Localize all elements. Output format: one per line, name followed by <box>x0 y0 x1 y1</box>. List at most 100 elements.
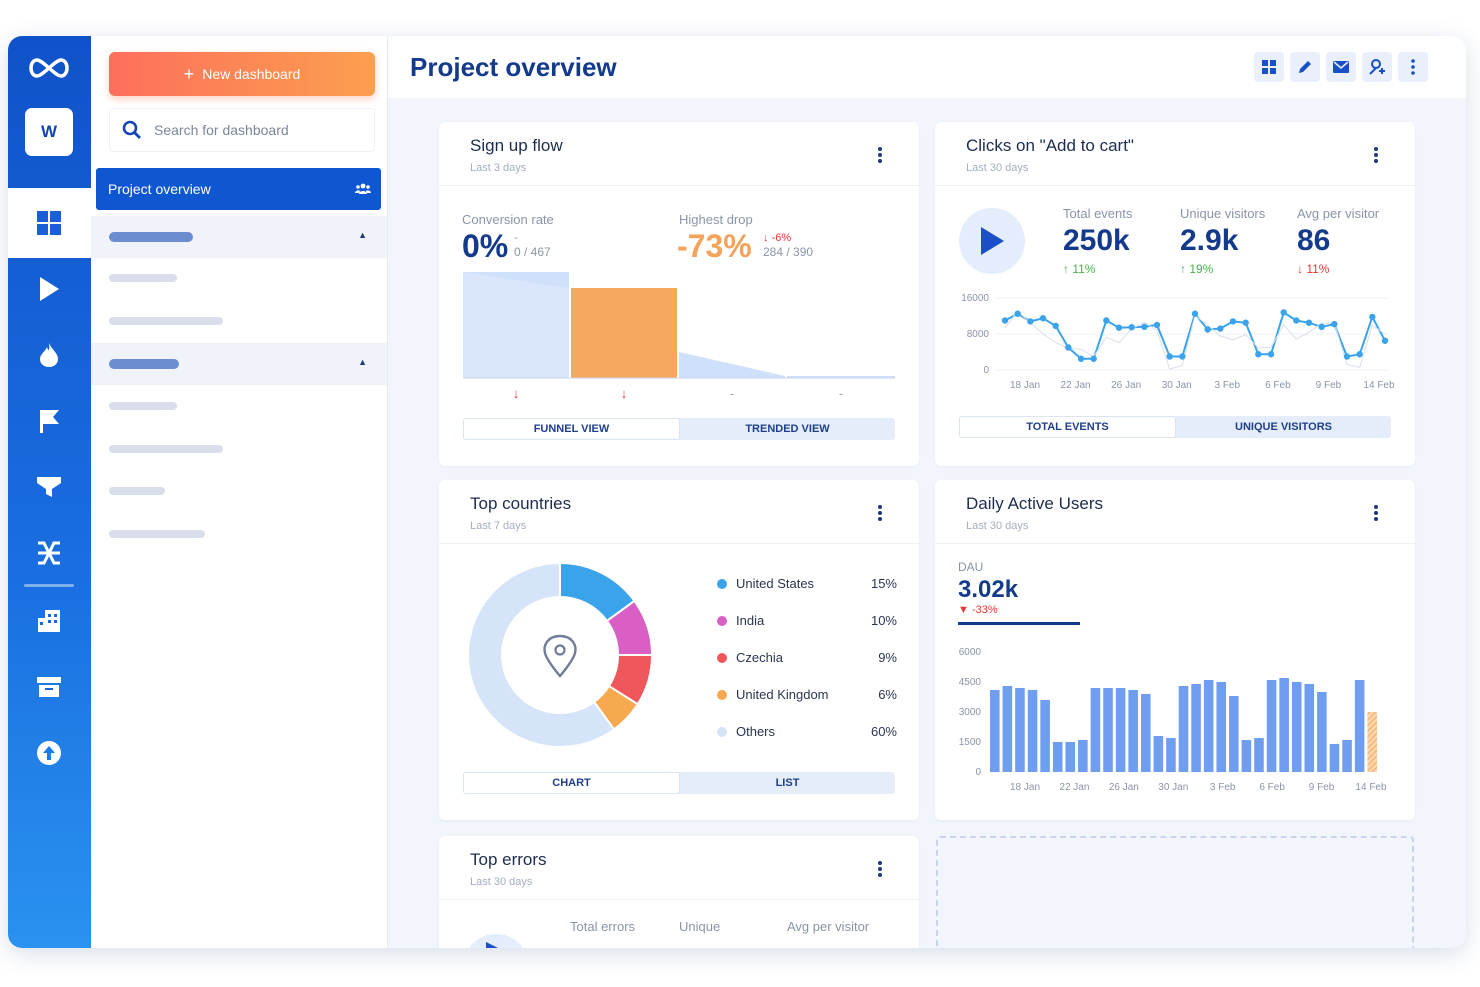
x-tick-label: 3 Feb <box>1214 380 1240 391</box>
tab-total-events[interactable]: TOTAL EVENTS <box>959 416 1176 438</box>
tab-trended-view[interactable]: TRENDED VIEW <box>745 423 830 435</box>
sidebar-group-1[interactable]: ▲ <box>91 216 387 258</box>
legend-country-pct: 15% <box>870 576 897 591</box>
y-tick-label: 0 <box>983 365 989 376</box>
play-recording-button[interactable] <box>959 208 1025 274</box>
signup-flow-card: Sign up flow Last 3 days Conversion rate… <box>439 122 919 466</box>
top-bar: Project overview <box>388 36 1466 98</box>
conversion-value: 0% <box>462 228 509 264</box>
avg-per-visitor-delta: ↓ 11% <box>1297 262 1330 276</box>
funnel-step-4 <box>787 376 895 378</box>
x-tick-label: 18 Jan <box>1010 380 1040 391</box>
legend-item[interactable]: United States 15% <box>717 576 897 591</box>
countries-view-toggle: CHART LIST <box>463 772 895 794</box>
layout-button[interactable] <box>1254 52 1284 82</box>
tab-list[interactable]: LIST <box>775 777 800 789</box>
flame-icon <box>40 343 58 367</box>
new-dashboard-label: New dashboard <box>202 66 301 82</box>
tab-unique-visitors[interactable]: UNIQUE VISITORS <box>1235 421 1332 433</box>
legend-item[interactable]: India 10% <box>717 613 897 628</box>
sidebar-group-2[interactable]: ▲ <box>91 343 387 385</box>
rail-item-reports[interactable] <box>34 606 64 636</box>
card-menu-icon[interactable] <box>1373 146 1379 164</box>
more-button[interactable] <box>1398 52 1428 82</box>
placeholder-bar <box>109 359 179 369</box>
clicks-metric-toggle: TOTAL EVENTS UNIQUE VISITORS <box>959 416 1391 438</box>
dau-bar <box>1266 680 1277 772</box>
x-tick-label: 22 Jan <box>1061 380 1091 391</box>
donut-slice <box>467 561 616 748</box>
data-point <box>1014 310 1021 317</box>
edit-button[interactable] <box>1290 52 1320 82</box>
icon-rail: W <box>8 36 91 948</box>
dau-bar <box>1027 690 1038 772</box>
card-subtitle: Last 7 days <box>470 520 527 532</box>
rail-item-upload[interactable] <box>34 738 64 768</box>
y-tick-label: 4500 <box>959 677 982 688</box>
sidebar-item-project-overview[interactable]: Project overview <box>96 168 381 210</box>
card-header: Daily Active Users Last 30 days <box>935 480 1415 544</box>
placeholder-bar <box>109 317 223 325</box>
dau-bar <box>1354 680 1365 772</box>
unique-visitors-value: 2.9k <box>1180 224 1239 257</box>
dau-bar <box>1115 688 1126 772</box>
data-point <box>1280 309 1287 316</box>
card-menu-icon[interactable] <box>877 504 883 522</box>
rail-item-sessions[interactable] <box>34 274 64 304</box>
card-menu-icon[interactable] <box>1373 504 1379 522</box>
new-dashboard-button[interactable]: + New dashboard <box>109 52 375 96</box>
rail-item-journeys[interactable] <box>34 538 64 568</box>
data-point <box>1077 355 1085 362</box>
rail-item-events[interactable] <box>34 406 64 436</box>
legend-country-pct: 6% <box>878 687 897 702</box>
rail-divider <box>24 584 74 587</box>
errors-play-button[interactable] <box>463 934 529 948</box>
workspace-avatar[interactable]: W <box>25 108 73 156</box>
highest-drop-fraction: 284 / 390 <box>763 245 814 259</box>
placeholder-bar <box>109 487 165 495</box>
data-point <box>1267 351 1275 358</box>
rail-item-archive[interactable] <box>34 672 64 702</box>
tab-chart[interactable]: CHART <box>463 772 680 794</box>
rail-item-funnels[interactable] <box>34 472 64 502</box>
legend-item[interactable]: Others 60% <box>717 724 897 739</box>
plus-icon: + <box>183 63 195 84</box>
legend-item[interactable]: Czechia 9% <box>717 650 897 665</box>
email-button[interactable] <box>1326 52 1356 82</box>
dau-bar <box>1229 696 1239 772</box>
legend-item[interactable]: United Kingdom 6% <box>717 687 897 702</box>
dau-bar <box>1052 742 1063 772</box>
share-button[interactable] <box>1362 52 1392 82</box>
funnel-view-toggle: FUNNEL VIEW TRENDED VIEW <box>463 418 895 440</box>
tab-funnel-view[interactable]: FUNNEL VIEW <box>463 418 680 440</box>
play-icon <box>40 277 59 301</box>
dau-bar <box>1342 740 1352 772</box>
card-title: Sign up flow <box>470 136 563 155</box>
dau-bar <box>1367 712 1377 772</box>
card-header: Top countries Last 7 days <box>439 480 919 544</box>
y-tick-label: 1500 <box>959 737 982 748</box>
data-point <box>1255 351 1262 358</box>
legend-country-name: India <box>736 613 765 628</box>
conversion-delta: - <box>514 232 518 244</box>
rail-item-dashboards[interactable] <box>8 188 91 258</box>
collapse-caret-icon[interactable]: ▲ <box>358 357 367 367</box>
data-point <box>1090 355 1097 362</box>
dashboard-search-input[interactable]: Search for dashboard <box>109 108 375 152</box>
y-tick-label: 3000 <box>959 707 982 718</box>
legend-country-pct: 10% <box>870 613 897 628</box>
card-menu-icon[interactable] <box>877 146 883 164</box>
collapse-caret-icon[interactable]: ▲ <box>358 230 367 240</box>
conversion-fraction: 0 / 467 <box>514 245 551 259</box>
unique-visitors-delta: ↑ 19% <box>1180 262 1214 276</box>
total-events-delta: ↑ 11% <box>1063 262 1096 276</box>
data-point <box>1103 317 1110 324</box>
card-subtitle: Last 30 days <box>966 520 1029 532</box>
data-point <box>1242 319 1249 326</box>
x-tick-label: 9 Feb <box>1316 380 1342 391</box>
dau-delta-text: -33% <box>971 604 998 616</box>
card-menu-icon[interactable] <box>877 860 883 878</box>
empty-widget-slot[interactable] <box>936 836 1414 948</box>
rail-item-heatmaps[interactable] <box>34 340 64 370</box>
team-icon <box>355 183 371 194</box>
